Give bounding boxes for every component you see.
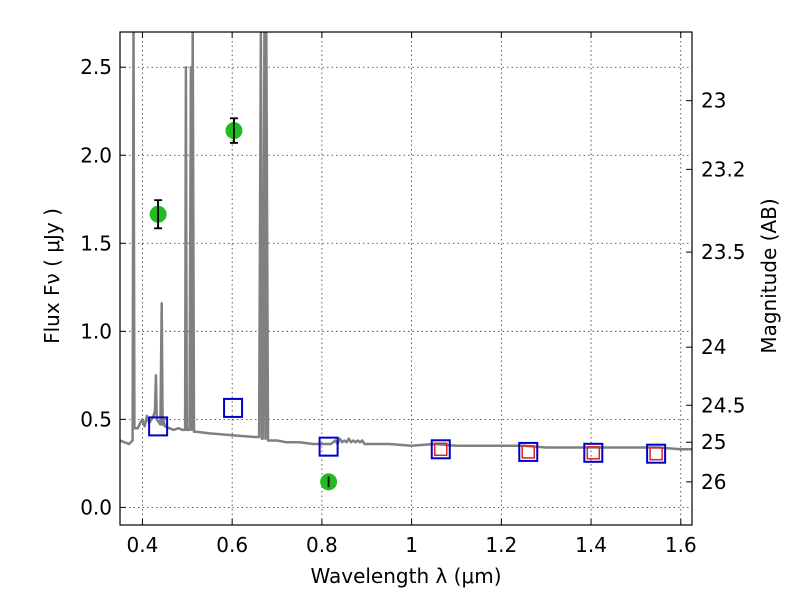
right-tick-label: 24.5: [701, 393, 746, 417]
x-axis-label: Wavelength λ (μm): [310, 564, 501, 588]
blue-square-point: [518, 441, 539, 462]
right-tick-label: 24: [701, 335, 726, 359]
x-tick-label: 1.4: [575, 533, 607, 557]
y-tick-label: 2.0: [80, 143, 112, 167]
blue-square-point: [430, 439, 451, 460]
x-tick-label: 0.8: [306, 533, 338, 557]
y-tick-label: 1.0: [80, 319, 112, 343]
x-tick-label: 0.6: [216, 533, 248, 557]
red-square-point: [649, 446, 663, 461]
y-tick-label: 0.0: [80, 495, 112, 519]
x-tick-label: 1.6: [665, 533, 697, 557]
y-axis-label: Flux Fν ( μJy ): [40, 208, 64, 344]
x-tick-label: 1.2: [485, 533, 517, 557]
right-axis-label: Magnitude (AB): [757, 198, 781, 353]
axes-frame: [119, 31, 693, 526]
blue-square-point: [583, 442, 604, 463]
blue-square-point: [148, 416, 169, 437]
right-tick-label: 23: [701, 89, 726, 113]
grid: [120, 32, 692, 525]
y-tick-label: 0.5: [80, 407, 112, 431]
y-tick-label: 2.5: [80, 55, 112, 79]
red-square-point: [586, 446, 601, 460]
axis-ticks: 0.4 0.6 0.8 1 1.2 1.4 1.6 0.0 0.5 1.0 1.5 2.0 2.5 23 2…: [80, 32, 746, 557]
red-square-point: [434, 442, 448, 457]
blue-square-point: [223, 397, 244, 418]
right-tick-label: 25: [701, 430, 726, 454]
y-tick-label: 1.5: [80, 231, 112, 255]
x-tick-label: 0.4: [127, 533, 159, 557]
plot-frame: [119, 31, 693, 526]
red-square-point: [521, 445, 536, 459]
blue-square-point: [318, 436, 339, 457]
model-spectrum-line: [120, 32, 692, 451]
right-tick-label: 23.5: [701, 240, 746, 264]
plot-area: [120, 32, 692, 491]
x-tick-label: 1: [405, 533, 418, 557]
right-tick-label: 23.2: [701, 157, 746, 181]
right-tick-label: 26: [701, 470, 726, 494]
blue-square-point: [646, 443, 667, 464]
